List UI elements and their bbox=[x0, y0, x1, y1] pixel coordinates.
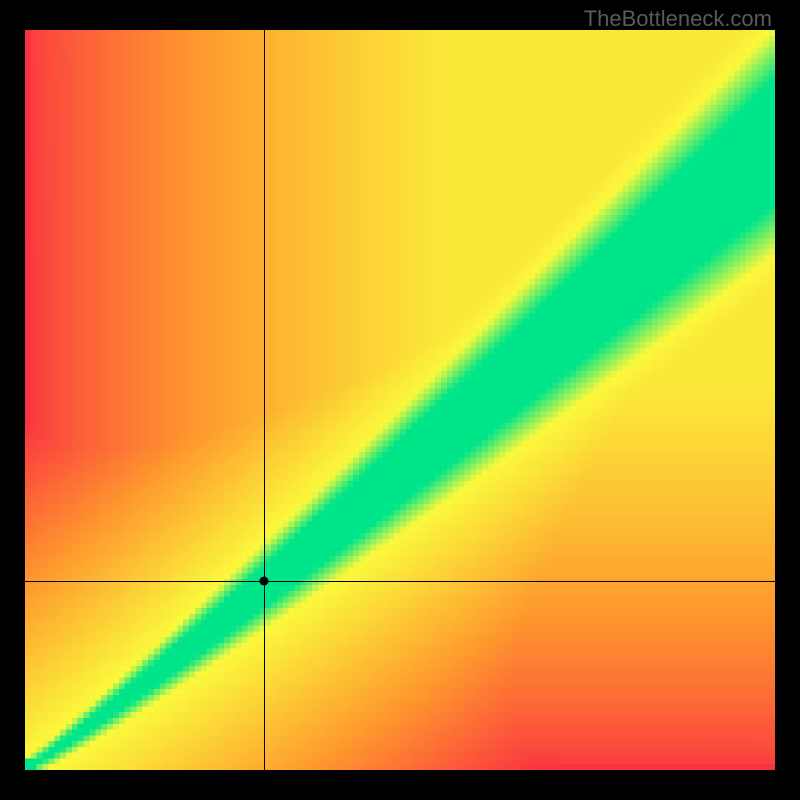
heatmap-plot bbox=[25, 30, 775, 770]
crosshair-marker bbox=[259, 577, 268, 586]
heatmap-canvas bbox=[25, 30, 775, 770]
crosshair-vertical bbox=[264, 30, 265, 770]
crosshair-horizontal bbox=[25, 581, 775, 582]
watermark-text: TheBottleneck.com bbox=[584, 6, 772, 32]
